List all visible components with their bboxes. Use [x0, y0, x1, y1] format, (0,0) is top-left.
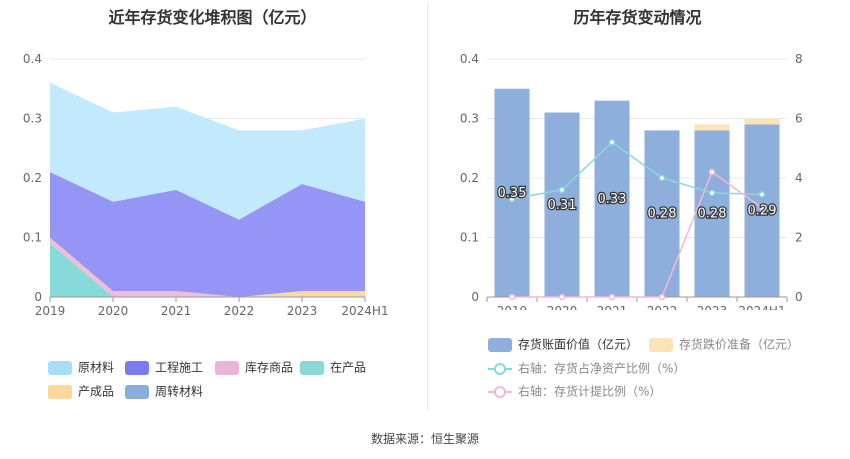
bar-book-value	[594, 100, 630, 298]
line-point	[658, 174, 666, 182]
y2-tick-label: 0	[795, 290, 803, 304]
legend-item-finished-goods[interactable]: 产成品	[48, 383, 114, 399]
line-point	[508, 195, 516, 203]
x-tick-label: 2021	[597, 304, 628, 310]
legend-item-inventory-ratio[interactable]: 右轴：存货占净资产比例（%）	[488, 360, 685, 376]
legend-swatch	[48, 360, 72, 375]
legend-label: 周转材料	[155, 384, 204, 399]
y2-tick-label: 6	[795, 112, 803, 126]
data-label: 0.29	[748, 204, 777, 219]
legend-item-raw-materials[interactable]: 原材料	[48, 359, 114, 375]
line-point	[758, 204, 766, 211]
legend-swatch	[125, 360, 149, 375]
legend-item-wip[interactable]: 在产品	[300, 359, 366, 375]
y-tick-label: 0.4	[460, 52, 479, 66]
area-series	[50, 243, 365, 297]
line-point	[608, 139, 616, 146]
line-point	[608, 293, 616, 301]
line-inventory-ratio	[511, 141, 763, 200]
line-point	[708, 189, 716, 197]
line-point	[558, 186, 566, 194]
legend-label: 库存商品	[245, 360, 294, 375]
line-point	[508, 293, 516, 301]
line-provision-ratio	[512, 170, 763, 298]
legend-swatch	[48, 384, 72, 399]
legend-swatch	[649, 337, 673, 352]
x-tick-label: 2019	[35, 304, 66, 318]
y-tick-label: 0.1	[460, 231, 479, 245]
area-series	[50, 82, 365, 220]
legend-label: 在产品	[330, 360, 367, 375]
legend-line-marker	[488, 362, 512, 375]
y-tick-label: 0.1	[23, 231, 42, 245]
x-tick-label: 2022	[647, 304, 678, 310]
legend-label: 工程施工	[155, 360, 204, 375]
left-chart-title: 近年存货变化堆积图（亿元）	[108, 8, 317, 27]
bar-line-chart: 0 0.1 0.2 0.3 0.4 0 2 4 6 8 2019 2020 2021 2022 2023 20…	[460, 52, 803, 310]
legend-swatch	[215, 360, 239, 375]
line-point	[758, 191, 766, 198]
legend-item-book-value[interactable]: 存货账面价值（亿元）	[488, 336, 638, 352]
y2-tick-label: 2	[795, 231, 803, 245]
line-point	[708, 168, 716, 176]
legend-item-impairment[interactable]: 存货跌价准备（亿元）	[649, 336, 799, 352]
data-label: 0.28	[698, 207, 727, 222]
data-label: 0.33	[598, 192, 627, 207]
legend-swatch	[125, 384, 149, 399]
legend-item-construction[interactable]: 工程施工	[125, 359, 203, 375]
x-tick-label: 2022	[224, 304, 255, 318]
x-tick-label: 2023	[287, 304, 318, 318]
data-label: 0.35	[498, 186, 527, 201]
x-tick-label: 2020	[98, 304, 129, 318]
right-chart-title: 历年存货变动情况	[573, 8, 702, 27]
legend-line-marker	[488, 385, 512, 398]
bar-book-value	[544, 112, 580, 297]
legend-label: 原材料	[78, 360, 115, 375]
x-tick-label: 2021	[161, 304, 192, 318]
x-tick-label: 2020	[547, 304, 578, 310]
legend-item-provision-ratio[interactable]: 右轴：存货计提比例（%）	[488, 383, 661, 399]
legend-label: 存货跌价准备（亿元）	[679, 337, 800, 352]
y2-tick-label: 4	[795, 171, 803, 185]
y-tick-label: 0	[471, 290, 479, 304]
y-tick-label: 0.2	[460, 171, 479, 185]
legend-swatch	[300, 360, 324, 375]
x-tick-label: 2024H1	[341, 304, 388, 318]
x-tick-label: 2023	[697, 304, 728, 310]
bar-impairment	[694, 124, 730, 131]
stacked-area-chart: 0 0.1 0.2 0.3 0.4 2019 2020 2021 2022 2023 2024H1	[23, 52, 389, 318]
data-label: 0.28	[648, 207, 677, 222]
legend-label: 存货账面价值（亿元）	[518, 337, 639, 352]
line-point	[658, 293, 666, 301]
bar-impairment	[744, 118, 780, 125]
y-tick-label: 0	[34, 290, 42, 304]
y-tick-label: 0.3	[460, 112, 479, 126]
y-tick-label: 0.2	[23, 171, 42, 185]
y-tick-label: 0.3	[23, 112, 42, 126]
data-source: 数据来源：恒生聚源	[370, 432, 479, 446]
line-point	[558, 293, 566, 301]
bar-book-value	[494, 88, 530, 297]
legend-item-turnover-materials[interactable]: 周转材料	[125, 383, 203, 399]
legend-label: 右轴：存货占净资产比例（%）	[518, 361, 686, 376]
legend-label: 右轴：存货计提比例（%）	[518, 384, 662, 399]
x-tick-label: 2024H1	[738, 304, 785, 310]
chart-divider	[427, 5, 428, 410]
y-tick-label: 0.4	[23, 52, 42, 66]
area-series	[50, 172, 365, 297]
data-label: 0.31	[548, 198, 577, 213]
x-tick-label: 2019	[497, 304, 528, 310]
bar-book-value	[694, 130, 730, 297]
y2-tick-label: 8	[795, 52, 803, 66]
legend-item-stock-goods[interactable]: 库存商品	[215, 359, 293, 375]
legend-swatch	[488, 337, 512, 352]
legend-label: 产成品	[78, 384, 115, 399]
